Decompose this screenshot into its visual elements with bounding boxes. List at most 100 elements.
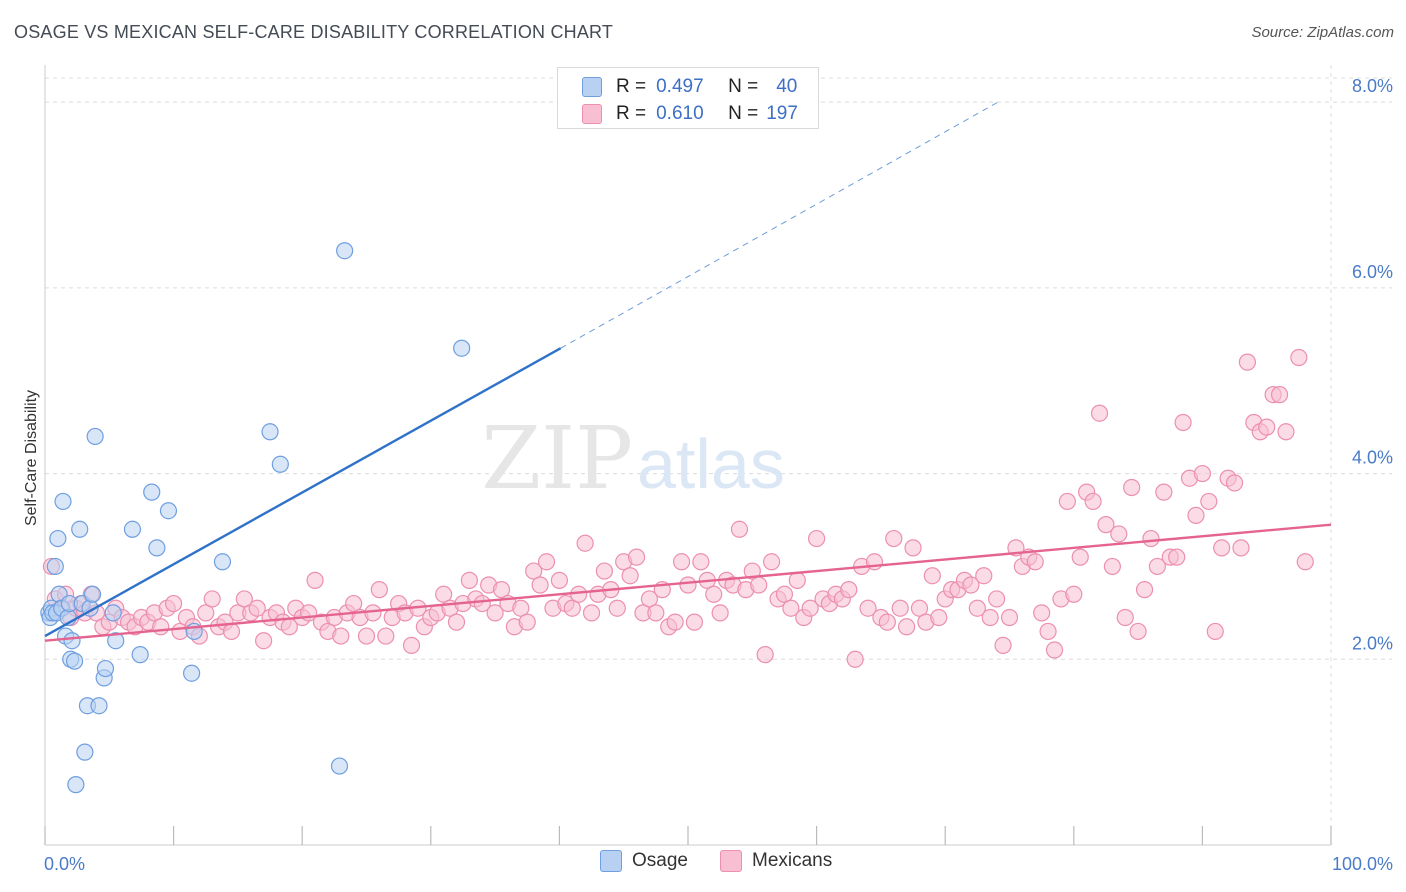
mexicans-point [1045, 641, 1064, 659]
mexicans-point [968, 599, 986, 617]
mexicans-point [1110, 525, 1128, 543]
legend-row-osage: R = 0.497 N = 40 [582, 74, 797, 100]
mexicans-point [345, 594, 363, 613]
osage-point [49, 529, 67, 548]
grid-layer [45, 65, 1392, 845]
mexicans-point [447, 613, 466, 631]
mexicans-point [640, 590, 659, 608]
stats-legend: R = 0.497 N = 40 R = 0.610 N = 197 [557, 67, 819, 129]
mexicans-point [898, 618, 916, 636]
osage-point [148, 539, 166, 557]
y-tick-label: 2.0% [1352, 633, 1393, 653]
osage-swatch-icon [582, 77, 602, 97]
x-tick-label: 0.0% [44, 854, 85, 874]
osage-r-value: 0.497 [656, 76, 704, 97]
mexicans-point [801, 599, 819, 617]
mexicans-point [435, 585, 453, 603]
osage-point [46, 557, 64, 576]
mexicans-legend-icon [720, 850, 742, 872]
osage-point [159, 502, 178, 520]
mexicans-point [1058, 492, 1076, 511]
legend-row-mexicans: R = 0.610 N = 197 [582, 101, 798, 127]
osage-point [67, 776, 85, 794]
mexicans-point [582, 604, 601, 622]
mexicans-point [255, 632, 273, 650]
mexicans-point [550, 571, 569, 589]
points-layer [40, 242, 1314, 794]
mexicans-point [152, 618, 170, 636]
mexicans-point [910, 599, 929, 617]
mexicans-point [197, 604, 215, 622]
mexicans-point [364, 604, 382, 622]
mexicans-point [750, 576, 768, 594]
mexicans-point [203, 590, 221, 608]
mexicans-point [1000, 608, 1019, 627]
mexicans-point [762, 553, 781, 571]
mexicans-point [370, 581, 388, 599]
osage-point [123, 520, 142, 538]
mexicans-point [222, 622, 241, 641]
mexicans-point [885, 529, 903, 548]
mexicans-point [685, 613, 704, 631]
mexicans-point [1277, 423, 1295, 441]
mexicans-point [492, 581, 511, 599]
watermark-zip: ZIP [481, 409, 633, 509]
mexicans-point [1225, 474, 1244, 492]
osage-point [143, 483, 161, 501]
legend-item-mexicans: Mexicans [720, 850, 832, 872]
osage-legend-icon [600, 850, 622, 872]
osage-point [271, 455, 289, 473]
osage-point [213, 553, 232, 571]
mexicans-point [306, 571, 324, 589]
mexicans-r-value: 0.610 [656, 103, 704, 124]
osage-point [83, 585, 102, 603]
mexicans-point [975, 567, 993, 585]
chart-title: OSAGE VS MEXICAN SELF-CARE DISABILITY CO… [14, 22, 614, 42]
osage-trend-line [44, 347, 562, 638]
mexicans-point [1123, 478, 1141, 497]
mexicans-point [1090, 404, 1109, 422]
osage-r-label: R = [616, 76, 647, 97]
source-credit: Source: ZipAtlas.com [1251, 24, 1394, 41]
osage-point [104, 604, 122, 622]
mexicans-point [525, 562, 543, 580]
mexicans-point [904, 539, 922, 557]
osage-n-label: N = [728, 76, 759, 97]
mexicans-point [486, 604, 504, 622]
osage-point [131, 646, 149, 664]
mexicans-n-value: 197 [766, 103, 798, 124]
osage-point [336, 242, 354, 260]
mexicans-point [595, 562, 614, 580]
mexicans-point [1213, 539, 1231, 557]
mexicans-point [1290, 348, 1308, 367]
y-tick-label: 4.0% [1352, 448, 1393, 468]
osage-point [453, 339, 471, 357]
osage-point [65, 652, 84, 670]
mexicans-point [891, 599, 909, 617]
mexicans-point [1174, 413, 1192, 432]
mexicans-point [1135, 581, 1154, 599]
osage-n-value: 40 [776, 76, 798, 97]
mexicans-point [1148, 557, 1166, 576]
mexicans-point [402, 636, 421, 654]
mexicans-point [1103, 557, 1121, 576]
mexicans-point [1168, 548, 1186, 566]
mexicans-point [608, 599, 626, 617]
osage-point [261, 423, 279, 441]
mexicans-point [1232, 539, 1250, 557]
mexicans-point [332, 627, 350, 645]
mexicans-point [1258, 418, 1276, 436]
mexicans-point [377, 627, 395, 645]
osage-point [63, 632, 81, 650]
osage-point [96, 659, 115, 678]
mexicans-point [840, 581, 858, 599]
mexicans-point [1116, 608, 1134, 627]
mexicans-point [1129, 622, 1147, 641]
osage-point [107, 632, 125, 650]
legend-item-osage: Osage [600, 850, 688, 872]
osage-point [330, 757, 349, 775]
mexicans-n-label: N = [728, 103, 759, 124]
mexicans-point [1200, 492, 1218, 511]
mexicans-point [756, 646, 774, 664]
